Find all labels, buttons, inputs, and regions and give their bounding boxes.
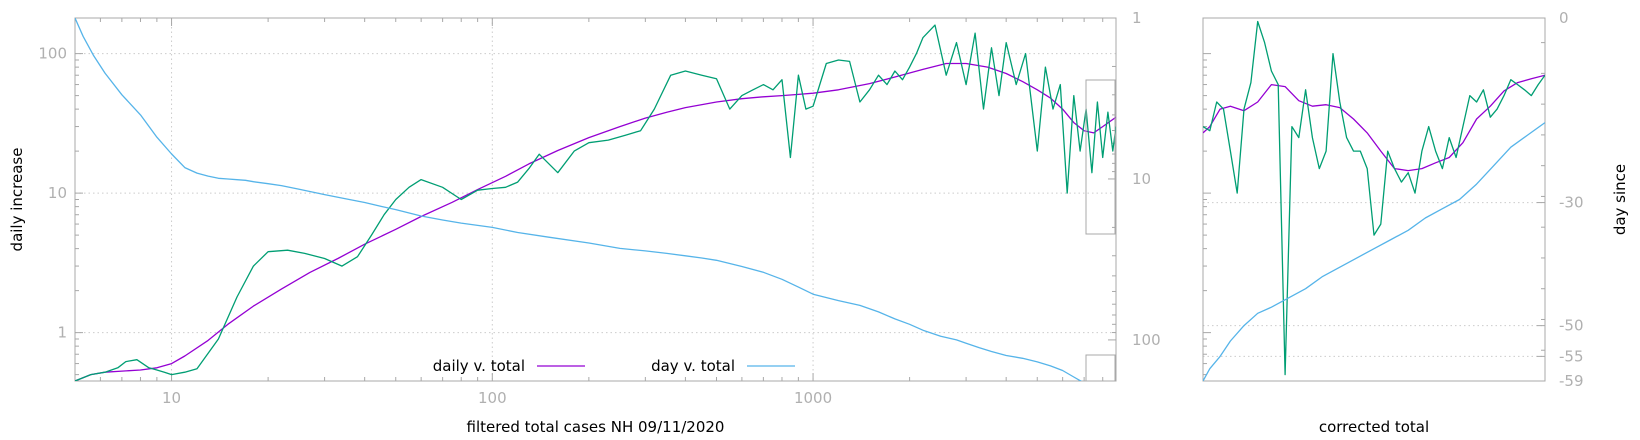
x-axis-title: filtered total cases NH 09/11/2020 <box>467 418 725 436</box>
y2-tick-label: -55 <box>1559 347 1584 365</box>
series-line-smooth <box>1203 74 1545 172</box>
zoom-marker-box <box>1085 354 1116 382</box>
series-line-day-v-total <box>75 18 1083 381</box>
legend-label: daily v. total <box>433 357 525 375</box>
x-tick-label: 1000 <box>794 389 832 407</box>
legend: daily v. total day v. total <box>433 357 795 375</box>
y2-tick-label: 1 <box>1132 9 1142 27</box>
y-tick-label: 100 <box>38 45 67 63</box>
y-tick-label: 10 <box>48 184 67 202</box>
x-tick-label: 100 <box>478 389 507 407</box>
y-axis-title: daily increase <box>8 148 26 252</box>
series-line-daily-v-total <box>75 62 1116 381</box>
right-plot-frame <box>1202 17 1546 382</box>
right-chart-panel: 0 -30 -50 -55 -59 corrected total day since <box>1202 9 1629 436</box>
x-axis-title: corrected total <box>1319 418 1429 436</box>
y2-tick-label: -50 <box>1559 317 1584 335</box>
series-line-day <box>1203 122 1545 381</box>
left-plot-frame <box>74 17 1117 382</box>
x-tick-label: 10 <box>162 389 181 407</box>
y2-tick-label: -30 <box>1559 194 1584 212</box>
y2-tick-label: 100 <box>1132 331 1161 349</box>
legend-label: day v. total <box>651 357 735 375</box>
left-chart-panel: 10 100 1000 1 10 100 1 10 100 filtered total case… <box>8 9 1161 436</box>
y-tick-label: 1 <box>57 324 67 342</box>
series-line-raw-raw <box>75 24 1116 381</box>
y2-axis-title: day since <box>1611 164 1629 235</box>
series-line-raw <box>1203 20 1545 376</box>
y2-tick-label: 10 <box>1132 170 1151 188</box>
zoom-marker-box <box>1085 79 1116 235</box>
y2-tick-label: 0 <box>1559 9 1569 27</box>
y2-tick-label: -59 <box>1559 372 1584 390</box>
